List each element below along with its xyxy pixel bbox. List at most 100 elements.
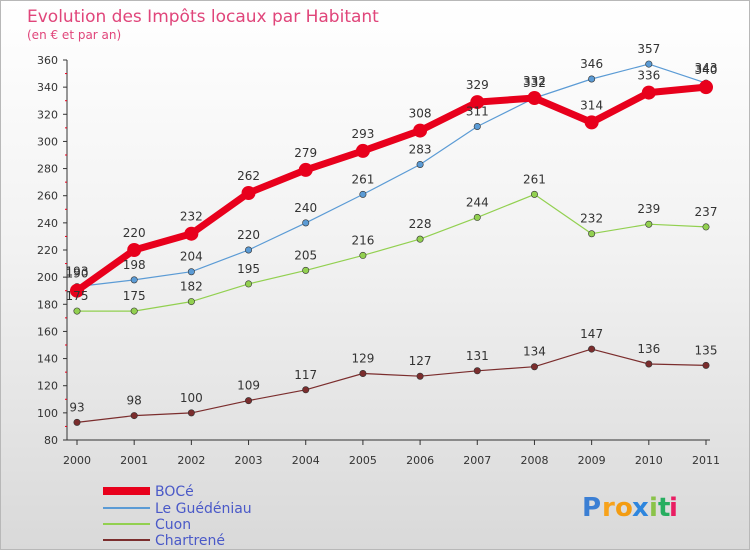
axes: 80 100 120 140 160 180 200 220 240 260 280 300 320 34…	[37, 54, 720, 467]
data-label-series-0: 336	[637, 69, 660, 83]
data-label-series-1: 332	[523, 76, 546, 90]
data-label-series-0: 314	[580, 98, 603, 112]
y-tick-label: 200	[37, 271, 58, 284]
data-label-series-1: 346	[580, 57, 603, 71]
point-series-3	[473, 367, 481, 375]
point-series-1	[302, 219, 310, 227]
point-series-3	[73, 418, 81, 426]
data-label-series-3: 127	[409, 354, 432, 368]
point-series-3	[702, 361, 710, 369]
y-tick-label: 280	[37, 163, 58, 176]
x-tick-label: 2005	[349, 454, 377, 467]
data-label-series-2: 175	[123, 289, 146, 303]
x-tick-label: 2004	[292, 454, 320, 467]
point-series-2	[73, 307, 81, 315]
point-series-2	[302, 266, 310, 274]
data-label-series-0: 293	[351, 127, 374, 141]
data-labels: 93 98 100 109 117 129 127 131 134 147 136 135 175 175…	[66, 42, 718, 414]
point-bocé	[641, 85, 656, 100]
logo-letter: t	[658, 493, 670, 523]
logo-letter: x	[632, 493, 649, 523]
data-label-series-3: 109	[237, 379, 260, 393]
point-series-2	[645, 220, 653, 228]
chart-subtitle: (en € et par an)	[27, 28, 121, 42]
point-series-1	[359, 190, 367, 198]
series-line-2	[77, 193, 707, 312]
point-series-2	[359, 251, 367, 259]
data-label-series-2: 195	[237, 262, 260, 276]
point-series-3	[530, 363, 538, 371]
point-series-3	[245, 397, 253, 405]
legend-label-2: Cuon	[155, 517, 191, 533]
point-bocé	[355, 143, 370, 158]
data-label-series-3: 134	[523, 345, 546, 359]
point-series-3	[416, 372, 424, 380]
point-bocé	[413, 123, 428, 138]
y-tick-label: 140	[37, 353, 58, 366]
point-bocé	[241, 186, 256, 200]
x-tick-label: 2001	[120, 454, 148, 467]
point-series-2	[416, 235, 424, 243]
data-label-series-0: 279	[294, 146, 317, 160]
data-label-series-0: 262	[237, 169, 260, 183]
data-label-series-2: 228	[409, 217, 432, 231]
point-series-1	[187, 268, 195, 276]
legend-label-1: Le Guédéniau	[155, 501, 252, 517]
point-series-1	[588, 75, 596, 83]
y-tick-label: 120	[37, 380, 58, 393]
data-label-series-0: 190	[66, 267, 89, 281]
data-label-series-1: 204	[180, 250, 203, 264]
data-label-series-3: 100	[180, 391, 203, 405]
point-series-1	[416, 161, 424, 169]
data-label-series-0: 340	[695, 63, 718, 77]
series-line-0	[74, 83, 707, 294]
point-bocé	[70, 283, 84, 298]
y-tick-label: 100	[37, 407, 58, 420]
point-bocé	[184, 226, 199, 241]
data-label-series-2: 261	[523, 172, 546, 186]
point-series-1	[473, 123, 481, 131]
chart-title: Evolution des Impôts locaux par Habitant	[27, 7, 379, 27]
x-tick-label: 2009	[578, 454, 606, 467]
point-series-2	[130, 307, 138, 315]
series-line-1	[76, 63, 707, 288]
data-label-series-2: 237	[695, 205, 718, 219]
point-bocé	[127, 243, 142, 257]
point-series-1	[645, 60, 653, 68]
y-tick-label: 300	[37, 135, 58, 148]
data-label-series-2: 205	[294, 248, 317, 262]
y-tick-label: 80	[44, 434, 58, 447]
logo-letter: i	[669, 493, 678, 523]
y-tick-label: 180	[37, 298, 58, 311]
data-label-series-3: 136	[637, 342, 660, 356]
point-series-3	[588, 345, 596, 353]
y-tick-label: 160	[37, 325, 58, 338]
point-series-2	[588, 230, 596, 238]
data-label-series-0: 232	[180, 210, 203, 224]
y-tick-label: 320	[37, 108, 58, 121]
data-label-series-3: 129	[351, 352, 374, 366]
point-series-2	[245, 280, 253, 288]
data-label-series-3: 131	[466, 349, 489, 363]
data-label-series-1: 311	[466, 105, 489, 119]
data-label-series-1: 193	[66, 265, 89, 279]
point-bocé	[699, 80, 713, 95]
x-tick-label: 2003	[235, 454, 263, 467]
point-series-3	[130, 412, 138, 420]
logo-letter: i	[649, 493, 658, 523]
data-label-series-2: 175	[66, 289, 89, 303]
data-label-series-3: 117	[294, 368, 317, 382]
point-series-3	[645, 360, 653, 368]
y-tick-label: 220	[37, 244, 58, 257]
legend-label-3: Chartrené	[155, 533, 225, 549]
data-label-series-0: 332	[523, 74, 546, 88]
data-label-series-3: 135	[695, 343, 718, 357]
point-series-2	[702, 223, 710, 231]
x-tick-label: 2000	[63, 454, 91, 467]
data-label-series-2: 244	[466, 195, 489, 209]
point-series-3	[187, 409, 195, 417]
